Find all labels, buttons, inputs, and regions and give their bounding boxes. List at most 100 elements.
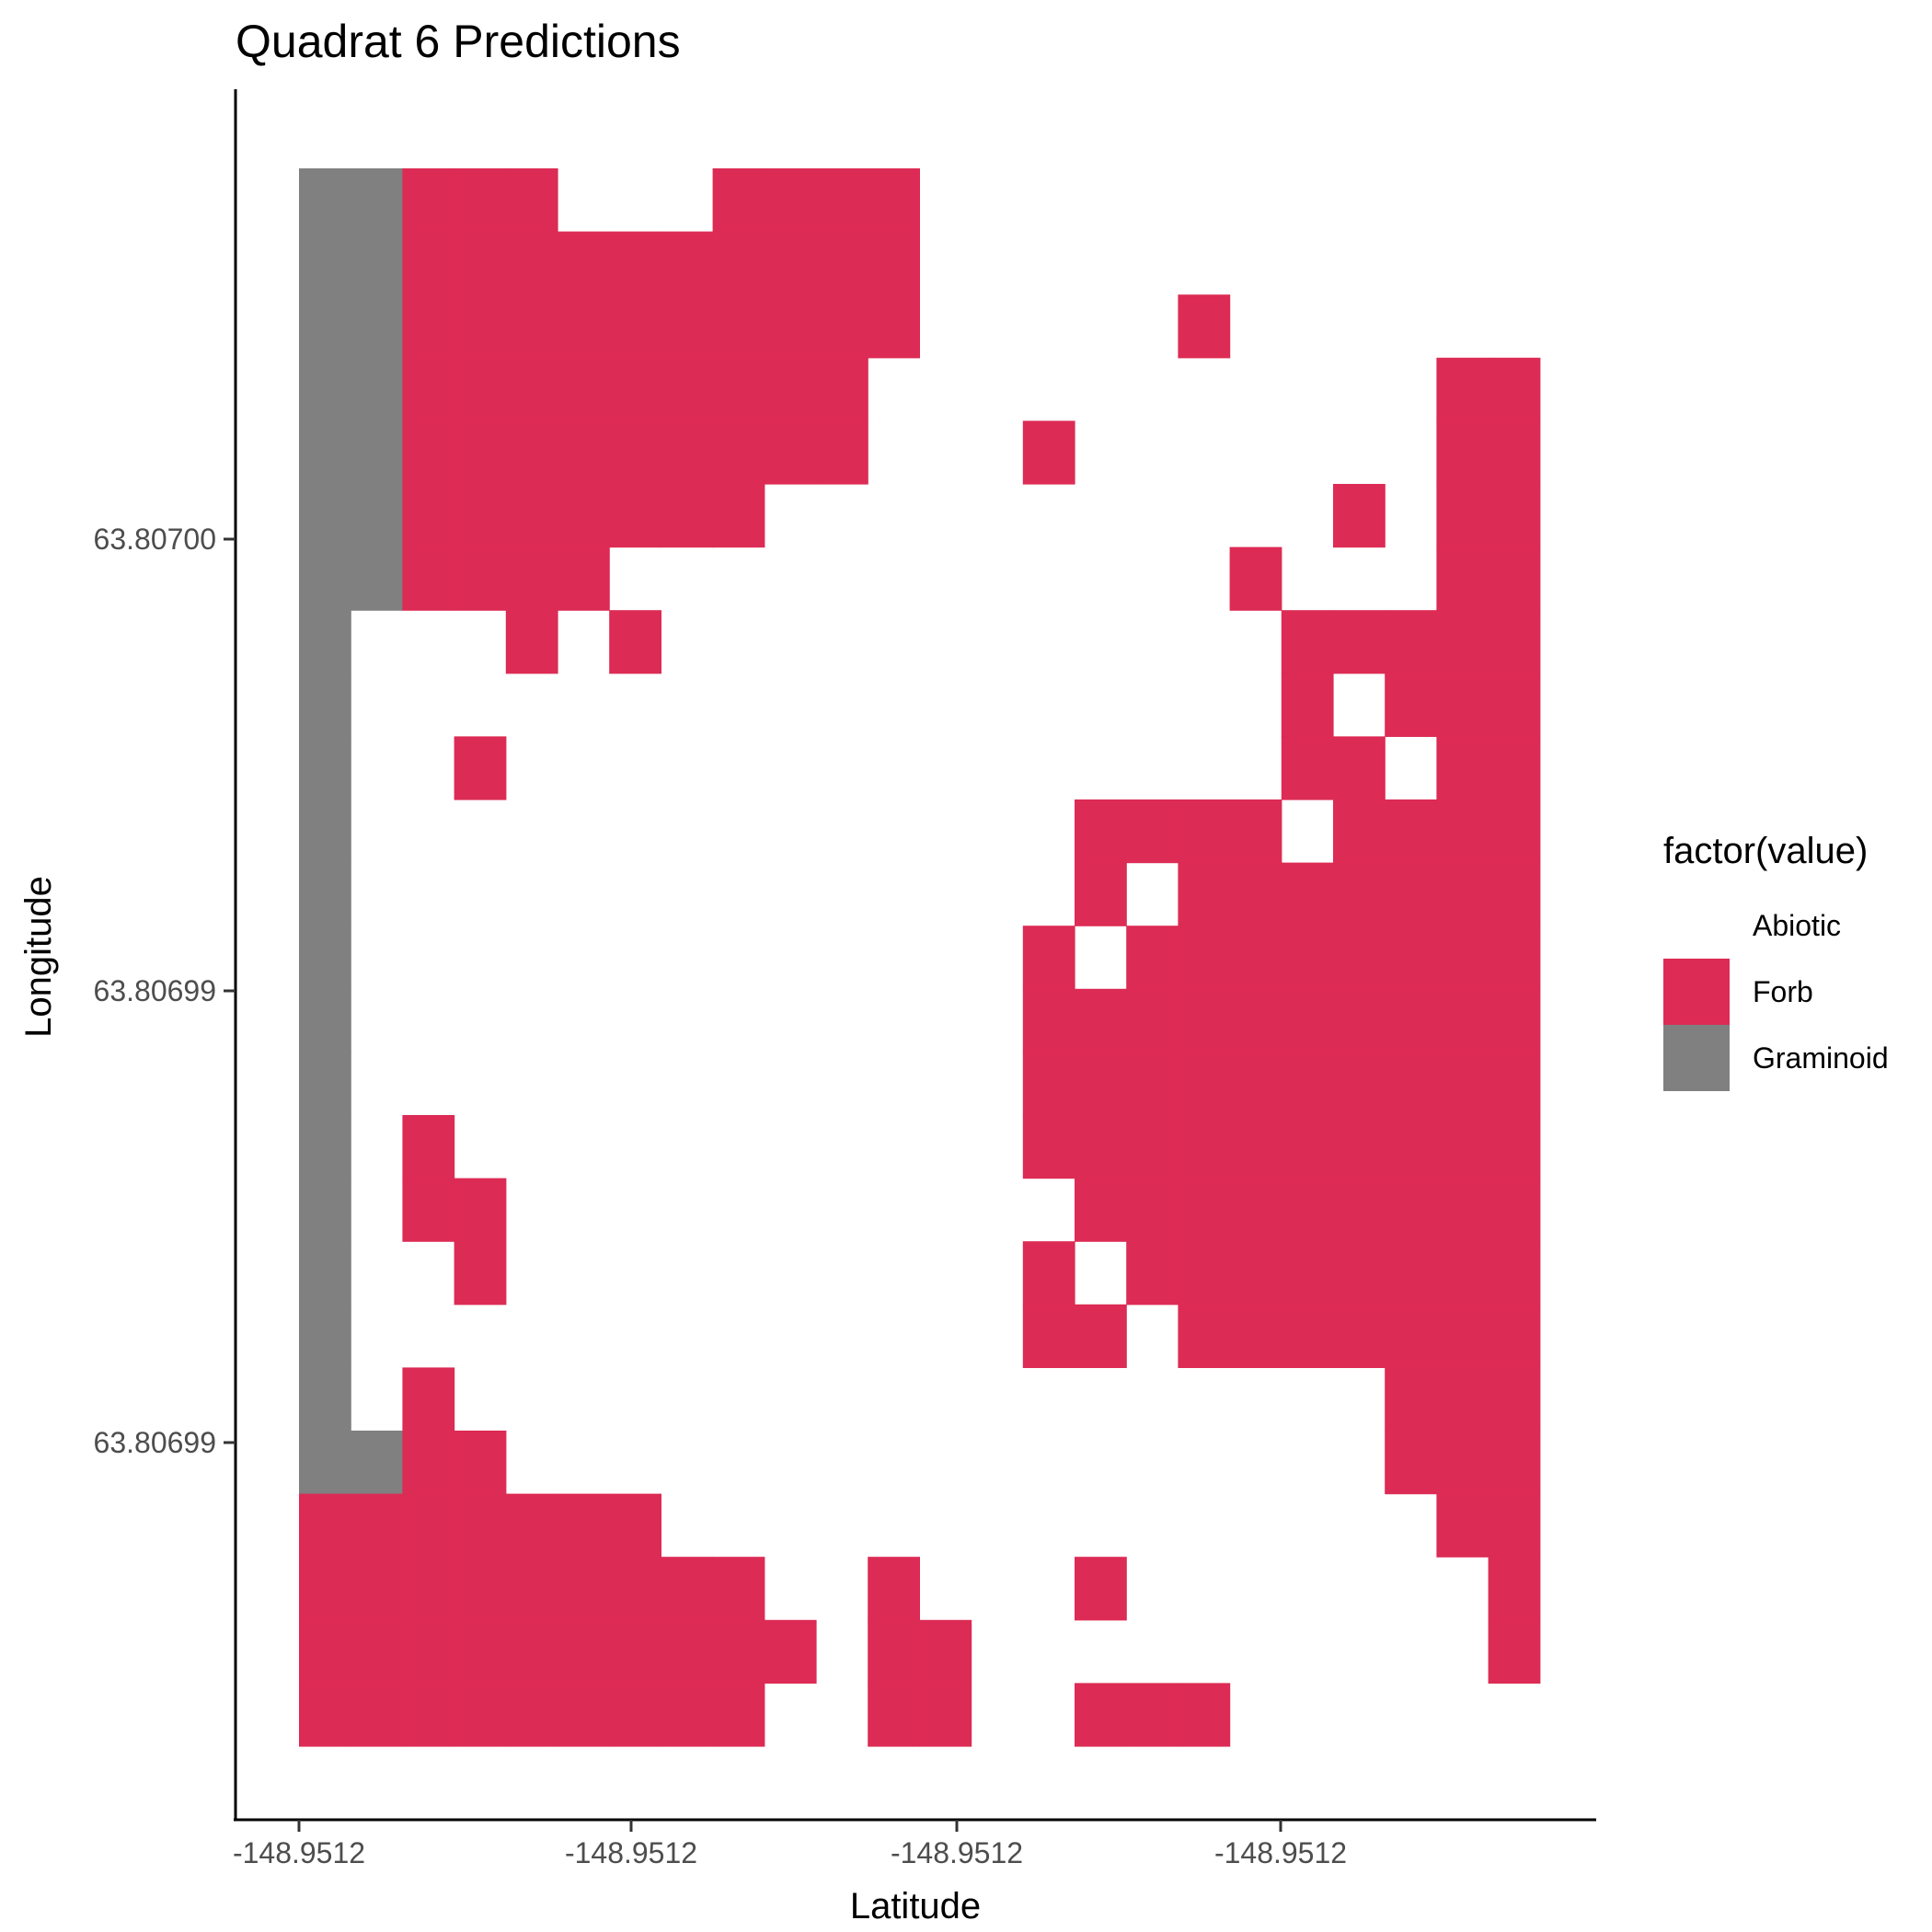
heatmap-cell-forb xyxy=(1229,988,1282,1052)
heatmap-cell-forb xyxy=(1281,1304,1334,1368)
heatmap-cell-forb xyxy=(1436,736,1489,800)
heatmap-cell-forb xyxy=(1281,610,1334,674)
heatmap-cell-forb xyxy=(402,1493,455,1558)
heatmap-cell-forb xyxy=(1178,1241,1231,1305)
heatmap-cell-forb xyxy=(1075,799,1127,864)
heatmap-cell-forb xyxy=(712,1557,765,1621)
heatmap-cells xyxy=(299,168,1541,1747)
heatmap-cell-graminoid xyxy=(299,546,351,611)
heatmap-cell-forb xyxy=(1281,988,1334,1052)
y-tick-label: 63.80699 xyxy=(94,1426,216,1459)
heatmap-cell-forb xyxy=(299,1683,351,1747)
heatmap-cell-forb xyxy=(454,420,507,485)
heatmap-cell-forb xyxy=(299,1619,351,1684)
legend-label-graminoid: Graminoid xyxy=(1753,1041,1889,1075)
heatmap-cell-forb xyxy=(1022,420,1075,485)
heatmap-cell-forb xyxy=(1333,862,1386,926)
heatmap-cell-forb xyxy=(1385,1304,1437,1368)
heatmap-cell-forb xyxy=(1436,799,1489,864)
heatmap-cell-forb xyxy=(1229,546,1282,611)
heatmap-cell-forb xyxy=(402,168,455,233)
heatmap-cell-forb xyxy=(1075,862,1127,926)
heatmap-cell-forb xyxy=(1488,1178,1541,1242)
heatmap-cell-graminoid xyxy=(299,862,351,926)
heatmap-cell-forb xyxy=(1385,673,1437,737)
heatmap-cell-forb xyxy=(1436,420,1489,485)
heatmap-cell-forb xyxy=(712,294,765,359)
heatmap-cell-forb xyxy=(764,357,817,421)
heatmap-cell-graminoid xyxy=(351,294,403,359)
heatmap-cell-forb xyxy=(1178,1304,1231,1368)
heatmap-cell-forb xyxy=(1488,546,1541,611)
heatmap-cell-graminoid xyxy=(299,926,351,990)
heatmap-cell-forb xyxy=(558,546,610,611)
heatmap-cell-forb xyxy=(1488,420,1541,485)
heatmap-cell-forb xyxy=(1075,1557,1127,1621)
heatmap-cell-forb xyxy=(816,420,868,485)
legend: factor(value) Abiotic Forb Graminoid xyxy=(1663,831,1889,1091)
heatmap-cell-forb xyxy=(1126,1178,1179,1242)
legend-title: factor(value) xyxy=(1663,831,1868,871)
y-tick-label: 63.80700 xyxy=(94,523,216,556)
heatmap-cell-forb xyxy=(351,1619,403,1684)
heatmap-cell-forb xyxy=(1436,1241,1489,1305)
heatmap-cell-forb xyxy=(1178,1115,1231,1179)
heatmap-cell-forb xyxy=(1385,799,1437,864)
heatmap-cell-forb xyxy=(351,1557,403,1621)
heatmap-cell-forb xyxy=(816,294,868,359)
heatmap-cell-forb xyxy=(661,1619,714,1684)
heatmap-cell-forb xyxy=(558,1683,610,1747)
heatmap-cell-forb xyxy=(609,294,661,359)
heatmap-cell-forb xyxy=(1022,1115,1075,1179)
heatmap-cell-forb xyxy=(1126,1052,1179,1116)
heatmap-cell-forb xyxy=(1333,484,1386,548)
heatmap-cell-forb xyxy=(1229,799,1282,864)
heatmap-cell-forb xyxy=(1022,1241,1075,1305)
heatmap-cell-forb xyxy=(1385,1052,1437,1116)
heatmap-cell-forb xyxy=(661,1683,714,1747)
heatmap-cell-forb xyxy=(454,484,507,548)
heatmap-cell-forb xyxy=(1488,1557,1541,1621)
heatmap-cell-forb xyxy=(1385,1241,1437,1305)
heatmap-cell-forb xyxy=(454,1178,507,1242)
heatmap-cell-forb xyxy=(1436,484,1489,548)
heatmap-cell-forb xyxy=(1436,610,1489,674)
heatmap-cell-forb xyxy=(1385,926,1437,990)
heatmap-cell-forb xyxy=(712,168,765,233)
heatmap-cell-forb xyxy=(1075,1115,1127,1179)
heatmap-cell-forb xyxy=(1488,357,1541,421)
heatmap-cell-forb xyxy=(454,736,507,800)
heatmap-cell-forb xyxy=(868,1683,920,1747)
heatmap-cell-forb xyxy=(454,1493,507,1558)
heatmap-cell-forb xyxy=(402,1431,455,1495)
heatmap-cell-forb xyxy=(816,357,868,421)
heatmap-cell-forb xyxy=(558,1493,610,1558)
heatmap-cell-forb xyxy=(402,546,455,611)
heatmap-cell-forb xyxy=(661,484,714,548)
heatmap-cell-forb xyxy=(402,484,455,548)
heatmap-cell-graminoid xyxy=(351,1431,403,1495)
heatmap-cell-forb xyxy=(1436,1431,1489,1495)
heatmap-cell-forb xyxy=(1178,862,1231,926)
heatmap-cell-forb xyxy=(1229,1052,1282,1116)
heatmap-cell-forb xyxy=(1126,926,1179,990)
heatmap-cell-forb xyxy=(558,231,610,295)
heatmap-cell-forb xyxy=(609,231,661,295)
heatmap-cell-forb xyxy=(1333,799,1386,864)
heatmap-cell-forb xyxy=(1436,546,1489,611)
legend-key-abiotic xyxy=(1663,892,1730,959)
heatmap-cell-forb xyxy=(1126,988,1179,1052)
heatmap-cell-forb xyxy=(1436,1178,1489,1242)
heatmap-cell-forb xyxy=(764,294,817,359)
heatmap-cell-graminoid xyxy=(299,1115,351,1179)
heatmap-cell-forb xyxy=(1488,862,1541,926)
heatmap-cell-forb xyxy=(454,1557,507,1621)
heatmap-cell-forb xyxy=(1229,862,1282,926)
heatmap-cell-forb xyxy=(1488,1052,1541,1116)
heatmap-cell-forb xyxy=(351,1493,403,1558)
heatmap-cell-forb xyxy=(558,357,610,421)
heatmap-cell-forb xyxy=(1022,1304,1075,1368)
heatmap-cell-forb xyxy=(661,1557,714,1621)
heatmap-cell-forb xyxy=(1436,357,1489,421)
heatmap-cell-forb xyxy=(505,1619,558,1684)
